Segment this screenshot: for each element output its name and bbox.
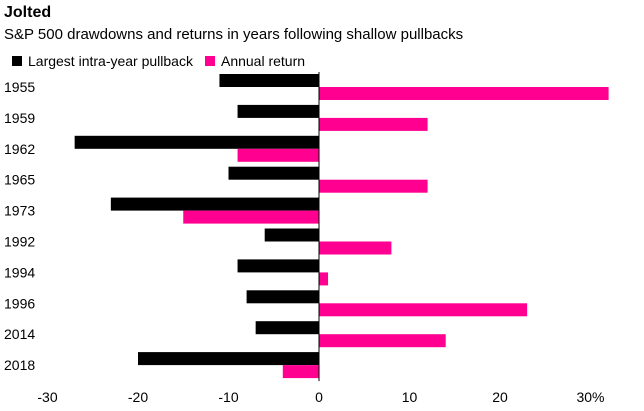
bar-return — [319, 241, 392, 255]
category-label: 2018 — [4, 357, 35, 373]
bar-pullback — [255, 321, 319, 335]
bar-pullback — [264, 228, 319, 242]
bar-return — [319, 272, 329, 286]
chart-title: Jolted — [4, 4, 52, 21]
category-label: 1996 — [4, 295, 35, 311]
legend-swatch-pullback — [12, 56, 22, 66]
bar-pullback — [237, 259, 319, 273]
bar-return — [282, 365, 319, 379]
bar-return — [319, 87, 609, 100]
bar-pullback — [219, 74, 319, 87]
bar-pullback — [237, 104, 319, 118]
x-tick-label: 0 — [315, 389, 323, 405]
category-label: 2014 — [4, 326, 35, 342]
category-label: 1955 — [4, 79, 35, 95]
x-tick-label: -10 — [218, 389, 238, 405]
category-label: 1959 — [4, 110, 35, 126]
legend-item-return: Annual return — [204, 53, 306, 69]
legend: Largest intra-year pullback Annual retur… — [12, 53, 317, 69]
legend-label-return: Annual return — [220, 53, 306, 69]
bar-pullback — [74, 135, 320, 149]
category-label: 1965 — [4, 172, 35, 188]
bar-return — [237, 148, 319, 162]
category-label: 1992 — [4, 234, 35, 250]
chart-subtitle: S&P 500 drawdowns and returns in years f… — [4, 26, 464, 43]
bar-return — [319, 303, 528, 317]
bar-pullback — [228, 166, 319, 180]
category-label: 1973 — [4, 203, 35, 219]
bar-return — [319, 334, 446, 348]
bar-return — [319, 117, 428, 131]
bar-return — [183, 210, 319, 224]
x-tick-label: 10 — [402, 389, 418, 405]
legend-label-pullback: Largest intra-year pullback — [28, 53, 193, 69]
legend-item-pullback: Largest intra-year pullback — [12, 53, 193, 69]
bar-pullback — [246, 290, 319, 304]
bar-pullback — [138, 352, 319, 366]
category-label: 1994 — [4, 264, 35, 280]
bar-pullback — [110, 197, 319, 211]
x-tick-label: -30 — [37, 389, 57, 405]
x-tick-label: -20 — [128, 389, 148, 405]
x-tick-label: 30% — [576, 389, 604, 405]
category-label: 1962 — [4, 141, 35, 157]
x-tick-label: 20 — [492, 389, 508, 405]
bar-return — [319, 179, 428, 193]
legend-swatch-return — [204, 56, 215, 66]
